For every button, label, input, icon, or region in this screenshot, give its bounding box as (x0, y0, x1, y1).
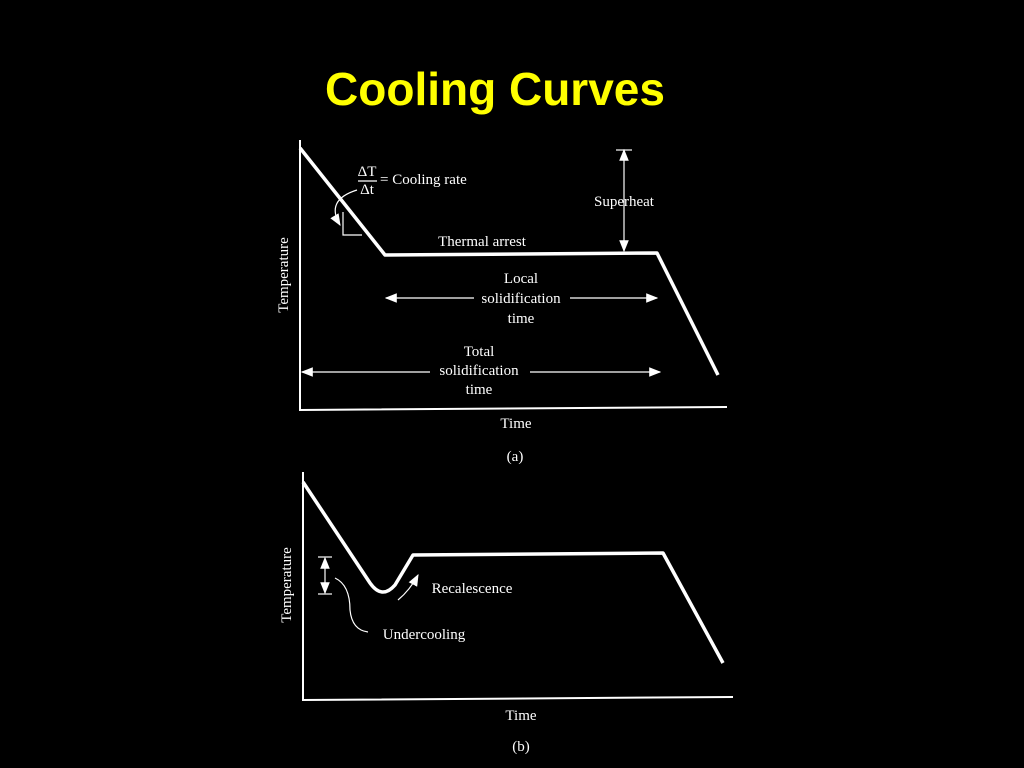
cooling-curve (298, 146, 720, 376)
caption: (b) (512, 739, 530, 755)
superheat-label: Superheat (594, 194, 655, 210)
slide-title: Cooling Curves (325, 63, 665, 115)
diagram-b: Temperature Time (b) Recalescence Underc… (279, 472, 734, 755)
local-time-label: Local (504, 271, 538, 287)
undercooling-pointer (334, 577, 369, 633)
y-axis-label: Temperature (276, 237, 292, 313)
rate-denominator: Δt (360, 182, 375, 198)
axes (302, 472, 734, 702)
rate-numerator: ΔT (358, 164, 377, 180)
slope-triangle (342, 212, 362, 236)
recalescence-arrow (397, 573, 419, 601)
x-axis-label: Time (500, 416, 531, 432)
thermal-arrest-label: Thermal arrest (438, 234, 527, 250)
total-time-label: solidification (439, 363, 519, 379)
x-axis-label: Time (505, 708, 536, 724)
diagram-a: Temperature Time (a) ΔT Δt = Cooling rat… (276, 140, 728, 465)
local-time-label: time (508, 311, 535, 327)
axes (299, 140, 728, 412)
cooling-curve (301, 481, 725, 664)
caption: (a) (507, 449, 524, 465)
rate-label: = Cooling rate (380, 172, 467, 188)
total-time-label: time (466, 382, 493, 398)
undercooling-label: Undercooling (383, 627, 466, 643)
recalescence-label: Recalescence (432, 581, 513, 597)
y-axis-label: Temperature (279, 547, 295, 623)
total-time-label: Total (464, 344, 495, 360)
local-time-label: solidification (481, 291, 561, 307)
rate-pointer (330, 189, 358, 227)
